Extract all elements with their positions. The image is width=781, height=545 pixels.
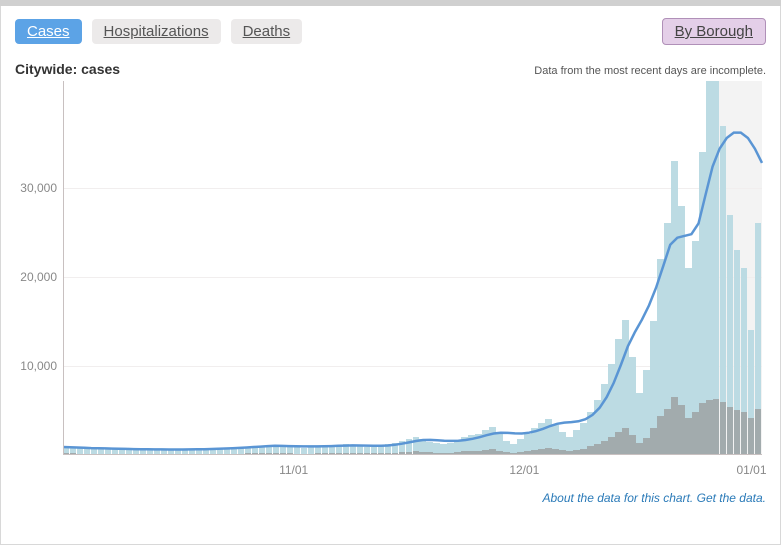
y-tick-label: 10,000 xyxy=(20,359,63,373)
tabs-left-group: Cases Hospitalizations Deaths xyxy=(15,19,302,44)
tab-by-borough[interactable]: By Borough xyxy=(662,18,766,45)
tabs-row: Cases Hospitalizations Deaths By Borough xyxy=(15,18,766,45)
y-tick-label: 30,000 xyxy=(20,181,63,195)
plot-area: 10,00020,00030,000 11/0112/0101/01 xyxy=(63,81,762,455)
get-data-link[interactable]: Get the data. xyxy=(697,491,766,505)
chart-area: 10,000 20,000 30,000 11/01 12/01 01/01 xyxy=(15,81,766,485)
tab-cases[interactable]: Cases xyxy=(15,19,82,44)
x-tick-label: 12/01 xyxy=(509,455,539,477)
chart-title: Citywide: cases xyxy=(15,61,120,77)
x-axis xyxy=(63,454,762,455)
subheader: Citywide: cases Data from the most recen… xyxy=(15,61,766,77)
footer-links: About the data for this chart. Get the d… xyxy=(15,491,766,505)
trend-line-layer xyxy=(63,81,762,455)
tab-deaths[interactable]: Deaths xyxy=(231,19,303,44)
x-tick-label: 11/01 xyxy=(279,455,308,477)
y-tick-label: 20,000 xyxy=(20,270,63,284)
x-tick-label: 01/01 xyxy=(736,455,766,477)
y-axis xyxy=(63,81,64,455)
tab-hospitalizations[interactable]: Hospitalizations xyxy=(92,19,221,44)
about-data-link[interactable]: About the data for this chart. xyxy=(543,491,694,505)
incomplete-note: Data from the most recent days are incom… xyxy=(534,65,766,77)
trend-line xyxy=(63,133,762,450)
chart-container: Cases Hospitalizations Deaths By Borough… xyxy=(0,6,781,545)
